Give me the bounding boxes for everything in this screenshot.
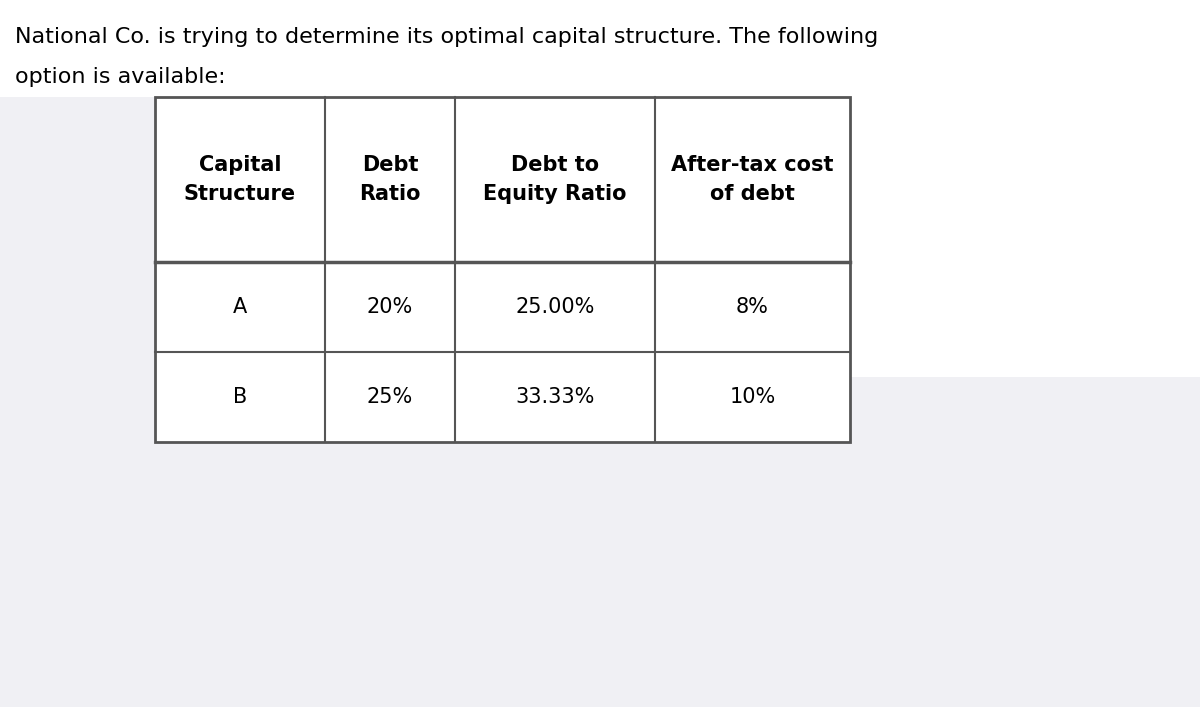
Text: 20%: 20%: [367, 297, 413, 317]
Text: 25.00%: 25.00%: [515, 297, 595, 317]
Text: 8%: 8%: [736, 297, 769, 317]
Text: Debt to
Equity Ratio: Debt to Equity Ratio: [484, 155, 626, 204]
Text: 25%: 25%: [367, 387, 413, 407]
Text: option is available:: option is available:: [14, 67, 226, 87]
Text: Debt
Ratio: Debt Ratio: [359, 155, 421, 204]
Bar: [155, 97, 850, 442]
Text: 33.33%: 33.33%: [515, 387, 595, 407]
Bar: [155, 97, 850, 442]
Text: After-tax cost
of debt: After-tax cost of debt: [671, 155, 834, 204]
Text: A: A: [233, 297, 247, 317]
Bar: [0, 377, 1200, 707]
Text: 10%: 10%: [730, 387, 775, 407]
Bar: [0, 97, 155, 377]
Text: National Co. is trying to determine its optimal capital structure. The following: National Co. is trying to determine its …: [14, 27, 878, 47]
Text: Capital
Structure: Capital Structure: [184, 155, 296, 204]
Text: B: B: [233, 387, 247, 407]
